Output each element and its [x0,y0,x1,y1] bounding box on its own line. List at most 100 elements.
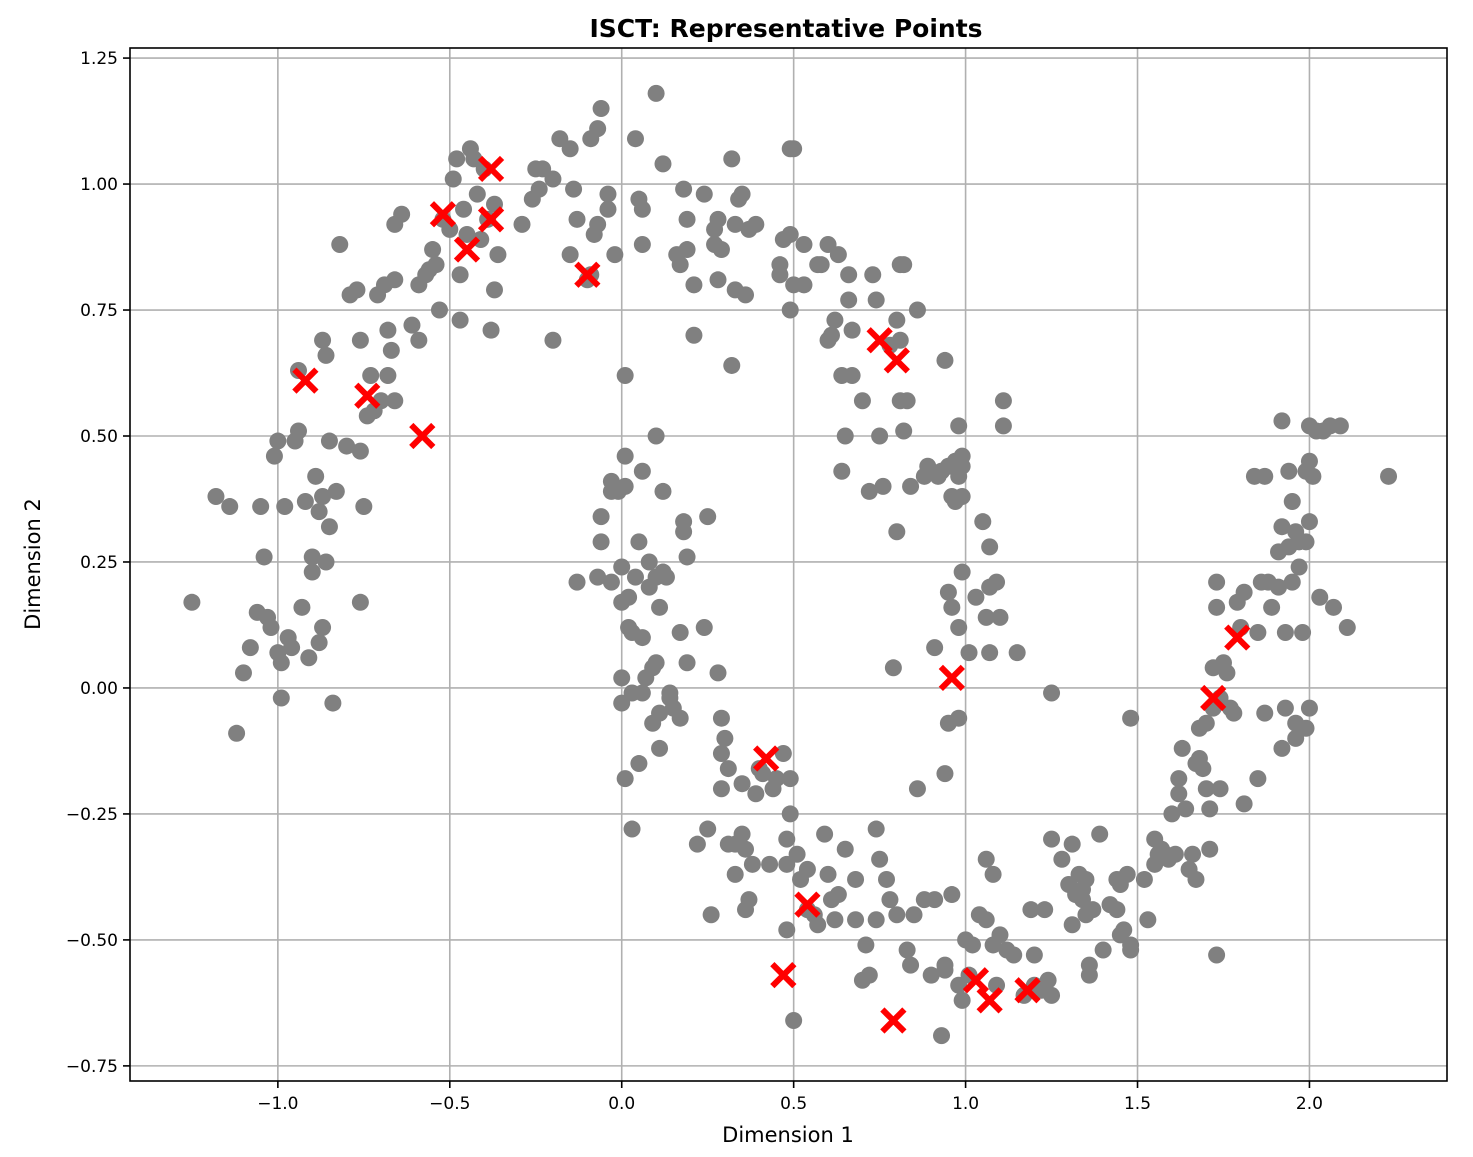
data-point [602,573,620,591]
data-point [737,840,755,858]
data-point [183,593,201,611]
representative-point-marker [1224,624,1251,651]
data-points [183,84,1398,1045]
data-point [761,855,779,873]
data-point [1249,624,1267,642]
data-point [960,644,978,662]
data-point [317,346,335,364]
data-point [382,341,400,359]
representative-point-marker [976,987,1003,1014]
data-point [272,689,290,707]
data-point [430,301,448,319]
data-point [881,891,899,909]
data-point [712,241,730,259]
data-point [324,694,342,712]
data-point [633,236,651,254]
data-point [819,865,837,883]
data-point [592,533,610,551]
data-point [1256,467,1274,485]
representative-point-marker [453,236,481,263]
data-point [836,840,854,858]
data-point [723,150,741,168]
data-point [1280,462,1298,480]
data-point [994,392,1012,410]
data-point [293,598,311,616]
data-point [1184,845,1202,863]
data-point [712,744,730,762]
y-tick-label: 1.00 [80,175,118,195]
data-point [953,563,971,581]
data-point [847,870,865,888]
data-point [1273,412,1291,430]
representative-point-marker [292,367,319,394]
data-point [712,709,730,727]
data-point [317,553,335,571]
data-point [410,331,428,349]
data-point [1218,664,1236,682]
data-point [468,185,486,203]
data-point [678,548,696,566]
data-point [936,961,954,979]
data-point [733,185,751,203]
data-point [695,185,713,203]
representative-point-marker [574,261,601,288]
data-point [355,498,373,516]
data-point [1256,704,1274,722]
data-point [733,775,751,793]
data-point [719,760,737,778]
representative-point-marker [477,206,505,233]
data-point [788,845,806,863]
y-tick-label: 0.75 [80,301,118,321]
data-point [1177,800,1195,818]
data-point [1276,624,1294,642]
data-point [991,926,1009,944]
data-point [671,256,689,274]
data-point [252,498,270,516]
data-point [616,367,634,385]
y-tick-label: 0.50 [80,427,118,447]
data-point [568,210,586,228]
data-point [950,618,968,636]
data-point [795,276,813,294]
y-tick-label: −0.75 [66,1057,118,1077]
data-point [654,482,672,500]
data-point [867,911,885,929]
data-point [860,966,878,984]
data-point [234,664,252,682]
data-point [1208,946,1226,964]
data-point [836,427,854,445]
data-point [1283,493,1301,511]
data-point [310,634,328,652]
data-point [1091,825,1109,843]
data-point [695,618,713,636]
representative-point-marker [753,745,780,772]
data-point [296,493,314,511]
data-point [685,276,703,294]
data-point [678,210,696,228]
data-point [633,629,651,647]
data-point [1197,780,1215,798]
data-point [379,321,397,339]
data-point [829,886,847,904]
data-point [485,281,503,299]
data-point [1294,624,1312,642]
data-point [1270,578,1288,596]
representative-point-marker [770,962,797,989]
representative-point-marker [477,155,505,183]
data-point [451,266,469,284]
representative-points [292,155,1251,1034]
data-point [1122,941,1140,959]
data-point [589,568,607,586]
data-point [974,513,992,531]
data-point [981,538,999,556]
data-point [482,321,500,339]
data-point [709,210,727,228]
data-point [568,573,586,591]
data-point [565,180,583,198]
data-point [699,820,717,838]
data-point [785,1012,803,1030]
data-point [657,568,675,586]
data-point [743,855,761,873]
x-tick-label: 2.0 [1296,1094,1323,1114]
data-point [977,608,995,626]
